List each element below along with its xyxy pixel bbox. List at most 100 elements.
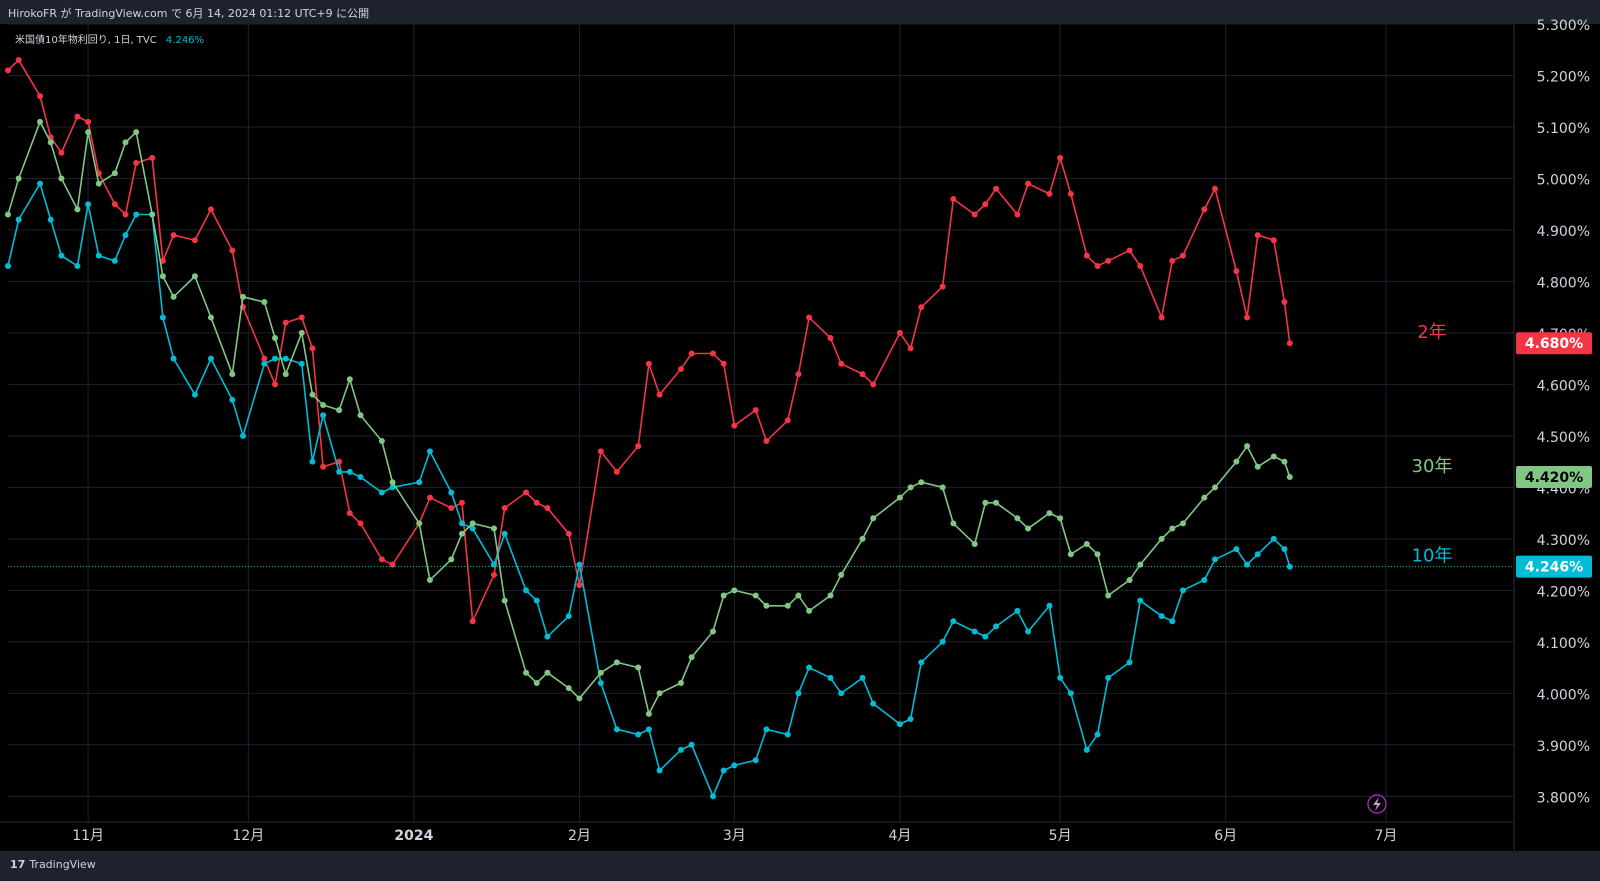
data-point <box>533 679 540 686</box>
data-point <box>159 257 166 264</box>
series-layer <box>5 57 1514 800</box>
series-name-label: 2年 <box>1417 322 1446 343</box>
data-point <box>613 726 620 733</box>
data-point <box>918 659 925 666</box>
data-point <box>993 185 1000 192</box>
data-point <box>378 438 385 445</box>
y-tick-label: 3.900% <box>1537 739 1590 755</box>
data-point <box>1126 247 1133 254</box>
data-point <box>320 412 327 419</box>
y-tick-label: 5.300% <box>1537 18 1590 34</box>
data-point <box>1014 607 1021 614</box>
data-point <box>37 93 44 100</box>
y-tick-label: 4.300% <box>1537 533 1590 549</box>
data-point <box>37 118 44 125</box>
data-point <box>1083 252 1090 259</box>
data-point <box>907 345 914 352</box>
data-point <box>982 201 989 208</box>
series-name-label: 10年 <box>1412 546 1453 567</box>
data-point <box>282 355 289 362</box>
data-point <box>74 113 81 120</box>
data-point <box>1137 561 1144 568</box>
data-point <box>133 211 140 218</box>
data-point <box>635 664 642 671</box>
data-point <box>261 299 268 306</box>
chart-area[interactable] <box>0 24 1600 851</box>
data-point <box>47 216 54 223</box>
data-point <box>191 237 198 244</box>
data-point <box>389 479 396 486</box>
data-point <box>122 139 129 146</box>
data-point <box>565 685 572 692</box>
x-tick-label: 2024 <box>394 828 433 844</box>
data-point <box>298 329 305 336</box>
data-point <box>346 510 353 517</box>
chart-svg[interactable]: 3.800%3.900%4.000%4.100%4.200%4.300%4.40… <box>0 0 1600 851</box>
data-point <box>656 767 663 774</box>
data-point <box>357 520 364 527</box>
data-point <box>576 561 583 568</box>
data-point <box>207 355 214 362</box>
data-point <box>784 731 791 738</box>
data-point <box>1244 561 1251 568</box>
y-tick-label: 5.100% <box>1537 121 1590 137</box>
data-point <box>416 520 423 527</box>
data-point <box>5 67 11 74</box>
data-point <box>1057 515 1064 522</box>
data-point <box>111 257 118 264</box>
data-point <box>47 139 54 146</box>
data-point <box>939 283 946 290</box>
data-point <box>1169 257 1176 264</box>
data-point <box>1169 525 1176 532</box>
price-tag <box>1516 466 1592 489</box>
data-point <box>261 355 268 362</box>
data-point <box>950 618 957 625</box>
labels-layer: 3.800%3.900%4.000%4.100%4.200%4.300%4.40… <box>72 18 1592 844</box>
data-point <box>1067 190 1074 197</box>
data-point <box>389 561 396 568</box>
data-point <box>950 520 957 527</box>
x-tick-label: 6月 <box>1214 828 1237 844</box>
data-point <box>1158 613 1165 620</box>
y-tick-label: 4.500% <box>1537 430 1590 446</box>
data-point <box>1233 458 1240 465</box>
data-point <box>309 458 316 465</box>
data-point <box>1179 520 1186 527</box>
data-point <box>677 365 684 372</box>
data-point <box>1046 190 1053 197</box>
data-point <box>298 360 305 367</box>
data-point <box>752 407 759 414</box>
y-tick-label: 4.900% <box>1537 224 1590 240</box>
data-point <box>15 216 22 223</box>
lightning-circle <box>1367 794 1387 814</box>
data-point <box>1014 515 1021 522</box>
data-point <box>1126 659 1133 666</box>
data-point <box>859 371 866 378</box>
y-tick-label: 5.200% <box>1537 69 1590 85</box>
data-point <box>272 381 279 388</box>
data-point <box>122 211 129 218</box>
symbol-info[interactable]: 米国債10年物利回り, 1日, TVC 4.246% <box>15 31 204 46</box>
data-point <box>239 432 246 439</box>
data-point <box>336 407 343 414</box>
data-point <box>795 690 802 697</box>
data-point <box>1057 674 1064 681</box>
data-point <box>1057 154 1064 161</box>
y-tick-label: 5.000% <box>1537 172 1590 188</box>
data-point <box>1105 674 1112 681</box>
data-point <box>458 520 465 527</box>
x-tick-label: 7月 <box>1374 828 1397 844</box>
data-point <box>95 252 102 259</box>
data-point <box>688 350 695 357</box>
data-point <box>1201 206 1208 213</box>
data-point <box>491 525 498 532</box>
data-point <box>709 350 716 357</box>
data-point <box>426 494 433 501</box>
data-point <box>426 448 433 455</box>
data-point <box>1270 535 1277 542</box>
data-point <box>1212 484 1219 491</box>
tradingview-logo-icon[interactable]: 17 TradingView <box>10 858 96 871</box>
x-tick-label: 2月 <box>568 828 591 844</box>
lightning-icon[interactable] <box>1367 794 1387 814</box>
data-point <box>709 793 716 800</box>
